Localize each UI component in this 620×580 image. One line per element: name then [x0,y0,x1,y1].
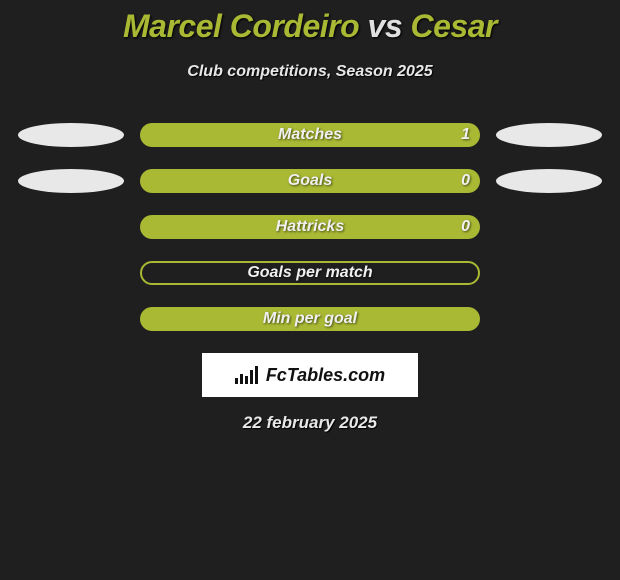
left-ellipse [18,123,124,147]
stat-label: Min per goal [263,310,357,328]
stat-bar: Hattricks 0 [140,215,480,239]
stat-row: Hattricks 0 [0,215,620,239]
stat-label: Goals [288,172,332,190]
comparison-card: Marcel Cordeiro vs Cesar Club competitio… [0,0,620,433]
vs-text: vs [368,8,403,44]
stat-value: 0 [461,218,470,236]
logo-text: FcTables.com [266,365,385,386]
chart-icon [235,366,260,384]
subtitle: Club competitions, Season 2025 [0,63,620,81]
stat-rows: Matches 1 Goals 0 Hattricks 0 Goals [0,123,620,331]
stat-bar: Min per goal [140,307,480,331]
stat-row: Goals 0 [0,169,620,193]
stat-label: Matches [278,126,342,144]
stat-value: 0 [461,172,470,190]
player2-name: Cesar [411,8,497,44]
stat-row: Matches 1 [0,123,620,147]
stat-row: Min per goal [0,307,620,331]
stat-row: Goals per match [0,261,620,285]
date-text: 22 february 2025 [0,413,620,433]
right-ellipse [496,169,602,193]
stat-bar: Matches 1 [140,123,480,147]
footer-logo: FcTables.com [202,353,418,397]
stat-label: Hattricks [276,218,344,236]
right-ellipse [496,123,602,147]
stat-bar: Goals 0 [140,169,480,193]
stat-value: 1 [461,126,470,144]
stat-bar: Goals per match [140,261,480,285]
stat-label: Goals per match [247,264,372,282]
left-ellipse [18,169,124,193]
page-title: Marcel Cordeiro vs Cesar [0,8,620,45]
player1-name: Marcel Cordeiro [123,8,359,44]
